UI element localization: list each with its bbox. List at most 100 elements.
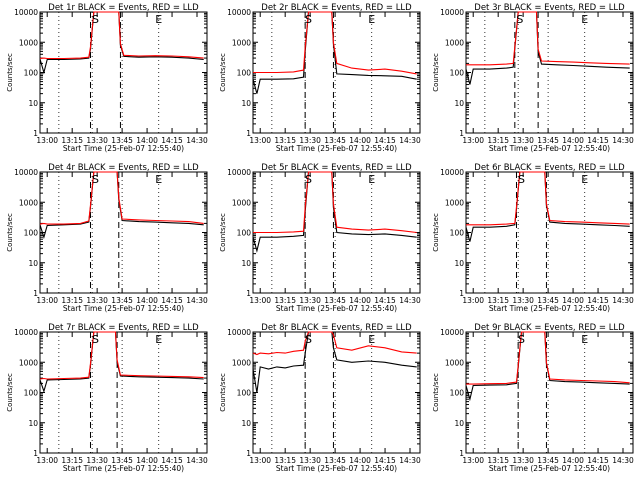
y-tick-label: 1000 bbox=[19, 198, 38, 207]
y-axis-label: Counts/sec bbox=[219, 373, 227, 412]
lld-series-line bbox=[39, 11, 204, 60]
marker-s-label: S bbox=[92, 13, 99, 26]
x-tick-label: 13:45 bbox=[111, 456, 133, 465]
marker-s-label: S bbox=[518, 173, 525, 186]
marker-s-label: S bbox=[305, 333, 312, 346]
y-tick-label: 10000 bbox=[227, 168, 251, 177]
plot-frame bbox=[465, 171, 634, 294]
detector-panel: Det 7r BLACK = Events, RED = LLD 1 10 100 10… bbox=[6, 323, 208, 473]
x-tick-label: 13:45 bbox=[537, 136, 559, 145]
detector-panel: Det 3r BLACK = Events, RED = LLD 1 10 100 10… bbox=[432, 3, 634, 153]
y-axis-label: Counts/sec bbox=[432, 53, 440, 92]
x-tick-label: 14:15 bbox=[587, 136, 609, 145]
x-tick-label: 14:00 bbox=[136, 296, 158, 305]
marker-s-label: S bbox=[518, 333, 525, 346]
detector-panel: Det 2r BLACK = Events, RED = LLD 1 10 100 10… bbox=[219, 3, 421, 153]
y-tick-label: 10 bbox=[454, 259, 464, 268]
x-tick-label: 13:30 bbox=[86, 456, 108, 465]
x-tick-label: 14:15 bbox=[161, 456, 183, 465]
y-tick-label: 10000 bbox=[227, 8, 251, 17]
panel-title: Det 8r BLACK = Events, RED = LLD bbox=[261, 323, 412, 333]
x-tick-label: 13:30 bbox=[86, 136, 108, 145]
x-tick-label: 13:00 bbox=[249, 456, 271, 465]
x-tick-label: 13:15 bbox=[487, 136, 509, 145]
y-axis-label: Counts/sec bbox=[432, 373, 440, 412]
x-tick-label: 13:15 bbox=[61, 296, 83, 305]
y-tick-label: 1 bbox=[246, 449, 251, 458]
x-tick-label: 14:00 bbox=[136, 136, 158, 145]
marker-s-label: S bbox=[305, 173, 312, 186]
y-axis-label: Counts/sec bbox=[432, 213, 440, 252]
x-tick-label: 13:00 bbox=[36, 136, 58, 145]
panel-title: Det 9r BLACK = Events, RED = LLD bbox=[474, 323, 625, 333]
y-tick-label: 1000 bbox=[19, 38, 38, 47]
detector-panel: Det 4r BLACK = Events, RED = LLD 1 10 100 10… bbox=[6, 163, 208, 313]
plot-frame bbox=[465, 331, 634, 454]
x-tick-label: 14:30 bbox=[612, 136, 634, 145]
y-tick-label: 10 bbox=[28, 259, 38, 268]
x-tick-label: 14:00 bbox=[562, 456, 584, 465]
detector-panel: Det 6r BLACK = Events, RED = LLD 1 10 100 10… bbox=[432, 163, 634, 313]
x-tick-label: 14:30 bbox=[399, 456, 421, 465]
y-tick-label: 1 bbox=[459, 449, 464, 458]
x-tick-label: 14:00 bbox=[349, 456, 371, 465]
y-tick-label: 100 bbox=[450, 389, 465, 398]
x-axis-label: Start Time (25-Feb-07 12:55:40) bbox=[489, 144, 610, 153]
x-tick-label: 13:45 bbox=[324, 456, 346, 465]
x-tick-label: 14:15 bbox=[161, 136, 183, 145]
x-tick-label: 13:30 bbox=[299, 136, 321, 145]
y-tick-label: 10000 bbox=[440, 328, 464, 337]
detector-panel: Det 8r BLACK = Events, RED = LLD 1 10 100 10… bbox=[219, 323, 421, 473]
y-tick-label: 10 bbox=[241, 419, 251, 428]
y-tick-label: 100 bbox=[237, 69, 252, 78]
lld-series-line bbox=[252, 331, 417, 356]
y-tick-label: 10 bbox=[454, 419, 464, 428]
x-axis-label: Start Time (25-Feb-07 12:55:40) bbox=[276, 304, 397, 313]
panel-title: Det 3r BLACK = Events, RED = LLD bbox=[474, 3, 625, 13]
lld-series-line bbox=[39, 331, 204, 380]
y-tick-label: 100 bbox=[237, 389, 252, 398]
y-axis-label: Counts/sec bbox=[6, 53, 14, 92]
panel-title: Det 6r BLACK = Events, RED = LLD bbox=[474, 163, 625, 173]
y-tick-label: 1000 bbox=[232, 198, 251, 207]
plot-frame bbox=[39, 331, 208, 454]
x-tick-label: 14:00 bbox=[349, 296, 371, 305]
plot-frame bbox=[39, 11, 208, 134]
x-tick-label: 14:30 bbox=[399, 136, 421, 145]
lld-series-line bbox=[253, 11, 417, 75]
marker-e-label: E bbox=[581, 333, 588, 346]
y-tick-label: 100 bbox=[24, 229, 39, 238]
x-tick-label: 13:00 bbox=[249, 296, 271, 305]
y-tick-label: 1 bbox=[246, 129, 251, 138]
x-tick-label: 14:30 bbox=[186, 136, 208, 145]
y-tick-label: 1000 bbox=[445, 358, 464, 367]
x-tick-label: 14:15 bbox=[587, 296, 609, 305]
y-tick-label: 10 bbox=[28, 419, 38, 428]
marker-e-label: E bbox=[155, 173, 162, 186]
y-tick-label: 1000 bbox=[445, 38, 464, 47]
y-tick-label: 10000 bbox=[440, 168, 464, 177]
y-tick-label: 10000 bbox=[14, 328, 38, 337]
y-tick-label: 1 bbox=[246, 289, 251, 298]
events-series-line bbox=[39, 11, 204, 75]
x-tick-label: 14:15 bbox=[374, 136, 396, 145]
x-axis-label: Start Time (25-Feb-07 12:55:40) bbox=[276, 144, 397, 153]
x-tick-label: 13:30 bbox=[512, 136, 534, 145]
marker-s-label: S bbox=[305, 13, 312, 26]
x-tick-label: 13:00 bbox=[36, 296, 58, 305]
plot-frame bbox=[39, 171, 208, 294]
y-tick-label: 10000 bbox=[14, 168, 38, 177]
x-tick-label: 14:30 bbox=[186, 296, 208, 305]
x-tick-label: 14:30 bbox=[612, 456, 634, 465]
x-tick-label: 13:00 bbox=[462, 296, 484, 305]
x-tick-label: 13:00 bbox=[36, 456, 58, 465]
y-tick-label: 100 bbox=[237, 229, 252, 238]
y-tick-label: 100 bbox=[24, 69, 39, 78]
x-tick-label: 14:00 bbox=[562, 136, 584, 145]
lld-series-line bbox=[39, 171, 204, 225]
marker-e-label: E bbox=[581, 173, 588, 186]
x-tick-label: 14:15 bbox=[374, 296, 396, 305]
panel-title: Det 5r BLACK = Events, RED = LLD bbox=[261, 163, 412, 173]
x-tick-label: 13:15 bbox=[487, 296, 509, 305]
